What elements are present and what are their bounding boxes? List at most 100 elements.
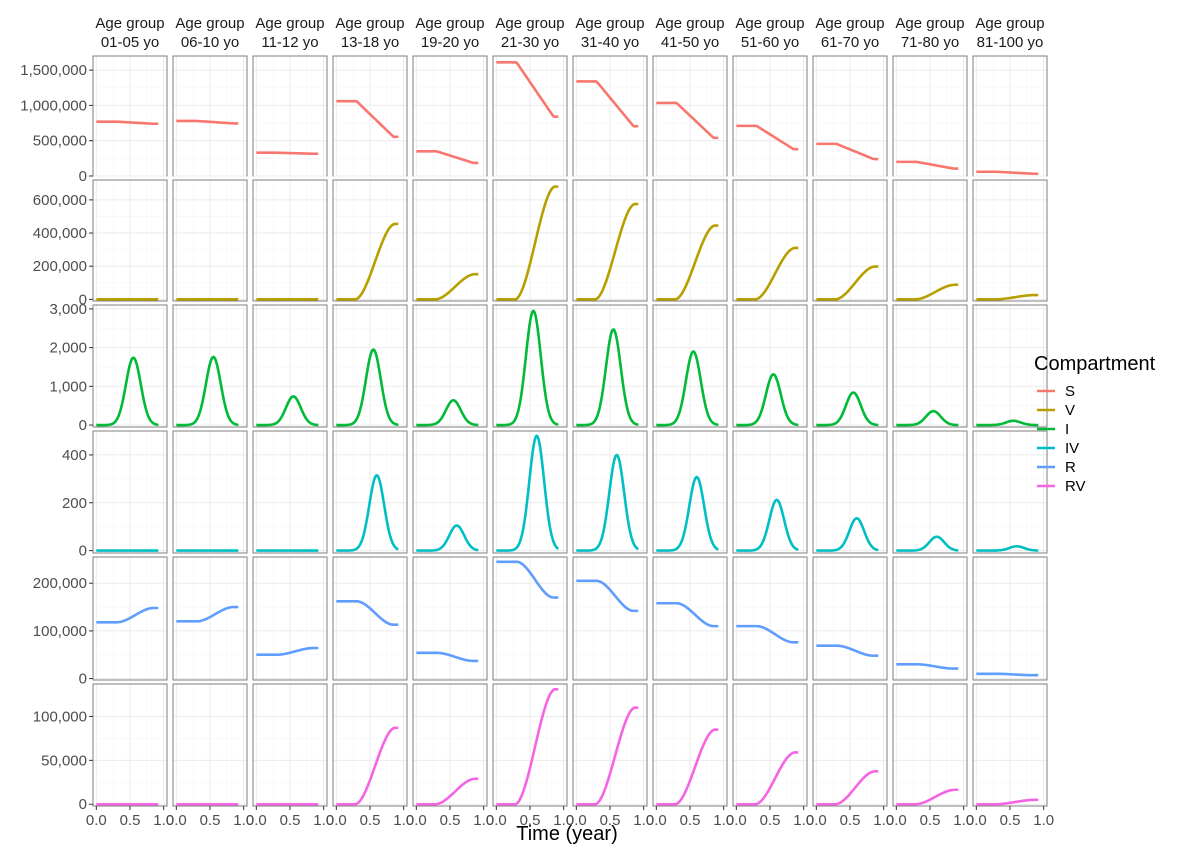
facet-panel [172,55,248,177]
strip-label: Age group [575,15,644,32]
facet-panel [652,179,728,302]
facet-panel [732,430,808,554]
x-tick-label: 0.5 [440,812,461,829]
facet-panel [332,55,408,177]
series-line-v [736,246,799,301]
x-tick-label: 0.5 [1000,812,1021,829]
series-line-s [576,80,639,128]
facet-panel [92,304,168,428]
series-line-i [976,419,1039,427]
x-tick-label: 0.5 [120,812,141,829]
facet-panel [92,179,168,302]
facet-panel [972,556,1048,681]
legend-label: S [1065,383,1075,400]
strip-label: 11-12 yo [261,34,318,51]
series-line-r [656,601,719,628]
facet-panel [572,430,648,554]
series-line-s [656,101,719,140]
facet-panel [92,556,168,681]
series-line-v [496,185,559,301]
series-line-s [736,124,799,151]
y-tick-label: 0 [79,796,87,813]
facet-panel [92,683,168,807]
x-tick-label: 0.0 [966,812,987,829]
series-line-iv [656,475,719,552]
series-line-s [976,170,1039,176]
series-line-i [576,328,639,427]
series-line-s [816,142,879,161]
series-line-i [656,350,719,427]
series-line-r [176,605,239,623]
x-tick-label: 1.0 [633,812,654,829]
x-tick-label: 1.0 [473,812,494,829]
series-line-iv [576,453,639,552]
y-tick-label: 600,000 [33,192,87,209]
facet-panel [892,55,968,177]
series-line-i [96,356,159,427]
x-tick-label: 0.0 [886,812,907,829]
series-line-i [336,348,399,427]
facet-panel [92,430,168,554]
facet-panel [412,179,488,302]
x-tick-label: 0.0 [166,812,187,829]
facet-panel [492,304,568,428]
x-tick-label: 0.0 [566,812,587,829]
facet-panel [892,179,968,302]
x-tick-label: 1.0 [153,812,174,829]
strip-label: Age group [255,15,324,32]
facet-panel [252,430,328,554]
x-tick-label: 1.0 [953,812,974,829]
strip-label: Age group [975,15,1044,32]
x-tick-label: 0.5 [360,812,381,829]
x-tick-label: 1.0 [1033,812,1054,829]
series-line-rv [736,751,799,806]
series-line-s [256,151,319,156]
series-line-v [816,265,879,301]
series-line-iv [336,473,399,552]
facet-panel [892,304,968,428]
y-tick-label: 200 [62,495,87,512]
strip-label: Age group [415,15,484,32]
facet-panel [732,556,808,681]
x-tick-label: 0.5 [200,812,221,829]
y-tick-label: 2,000 [49,340,87,357]
strip-label: 71-80 yo [901,34,959,51]
x-tick-label: 0.5 [840,812,861,829]
facet-panel [172,556,248,681]
strip-label: 13-18 yo [341,34,399,51]
series-line-r [256,646,319,657]
facet-panel [572,556,648,681]
facet-panel [492,430,568,554]
series-line-i [816,391,879,427]
facet-panel [572,683,648,807]
series-line-i [736,373,799,427]
series-line-rv [576,706,639,806]
series-line-iv [736,498,799,552]
x-tick-label: 1.0 [553,812,574,829]
y-tick-label: 400 [62,447,87,464]
y-tick-label: 0 [79,291,87,308]
series-line-v [576,202,639,301]
series-line-v [656,224,719,301]
x-tick-label: 1.0 [873,812,894,829]
y-tick-label: 400,000 [33,225,87,242]
facet-panel [332,556,408,681]
facet-panel [492,556,568,681]
series-line-iv [896,535,959,552]
facet-panel [412,683,488,807]
y-tick-label: 3,000 [49,301,87,318]
facet-panel [652,430,728,554]
facet-panel [332,683,408,807]
legend-title: Compartment [1034,353,1156,375]
series-line-rv [656,728,719,806]
facet-panel [892,556,968,681]
x-tick-label: 0.0 [646,812,667,829]
y-tick-label: 500,000 [33,133,87,150]
x-tick-label: 0.0 [806,812,827,829]
y-tick-label: 200,000 [33,258,87,275]
x-tick-label: 1.0 [313,812,334,829]
series-line-rv [976,798,1039,806]
series-line-iv [496,434,560,552]
facet-panel [812,556,888,681]
